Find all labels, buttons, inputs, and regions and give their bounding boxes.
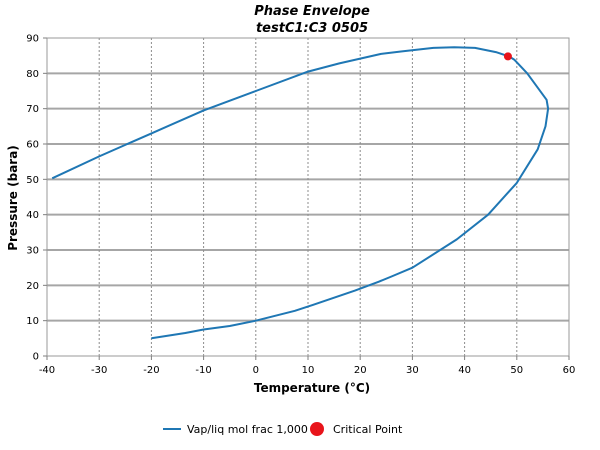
x-axis-label: Temperature (°C) <box>254 381 370 395</box>
x-tick-label: 0 <box>253 365 259 376</box>
chart-subtitle: testC1:C3 0505 <box>256 21 368 36</box>
x-tick-label: -30 <box>91 365 107 376</box>
x-tick-label: -40 <box>39 365 55 376</box>
y-tick-label: 70 <box>26 104 39 115</box>
x-tick-label: -20 <box>143 365 159 376</box>
x-tick-label: 40 <box>458 365 471 376</box>
x-tick-label: -10 <box>195 365 211 376</box>
y-axis-label: Pressure (bara) <box>6 145 20 251</box>
axis-ticks: 0 10 20 30 40 50 60 70 80 90 -40 -30 -20 -10 0 10 20 30 40… <box>26 34 575 377</box>
x-tick-label: 60 <box>563 365 576 376</box>
y-tick-label: 90 <box>26 34 39 45</box>
y-tick-label: 80 <box>26 69 39 80</box>
y-tick-label: 10 <box>26 316 39 327</box>
y-tick-label: 20 <box>26 281 39 292</box>
x-tick-label: 30 <box>406 365 419 376</box>
legend-point-swatch <box>310 422 324 436</box>
y-tick-label: 0 <box>33 352 39 363</box>
y-tick-label: 60 <box>26 140 39 151</box>
data-series <box>51 46 550 340</box>
legend-label-critical-point: Critical Point <box>333 423 403 436</box>
legend-label-envelope: Vap/liq mol frac 1,000 <box>187 423 308 436</box>
phase-envelope-line <box>51 46 550 340</box>
grid-lines <box>47 38 569 356</box>
x-tick-label: 10 <box>302 365 315 376</box>
legend[interactable]: Vap/liq mol frac 1,000 Critical Point <box>163 422 403 436</box>
x-tick-label: 50 <box>510 365 523 376</box>
y-tick-label: 30 <box>26 246 39 257</box>
y-tick-label: 40 <box>26 210 39 221</box>
y-tick-label: 50 <box>26 175 39 186</box>
critical-point-marker <box>503 52 512 61</box>
x-tick-label: 20 <box>354 365 367 376</box>
chart-title: Phase Envelope <box>254 4 370 19</box>
plot-area-frame <box>46 37 570 357</box>
